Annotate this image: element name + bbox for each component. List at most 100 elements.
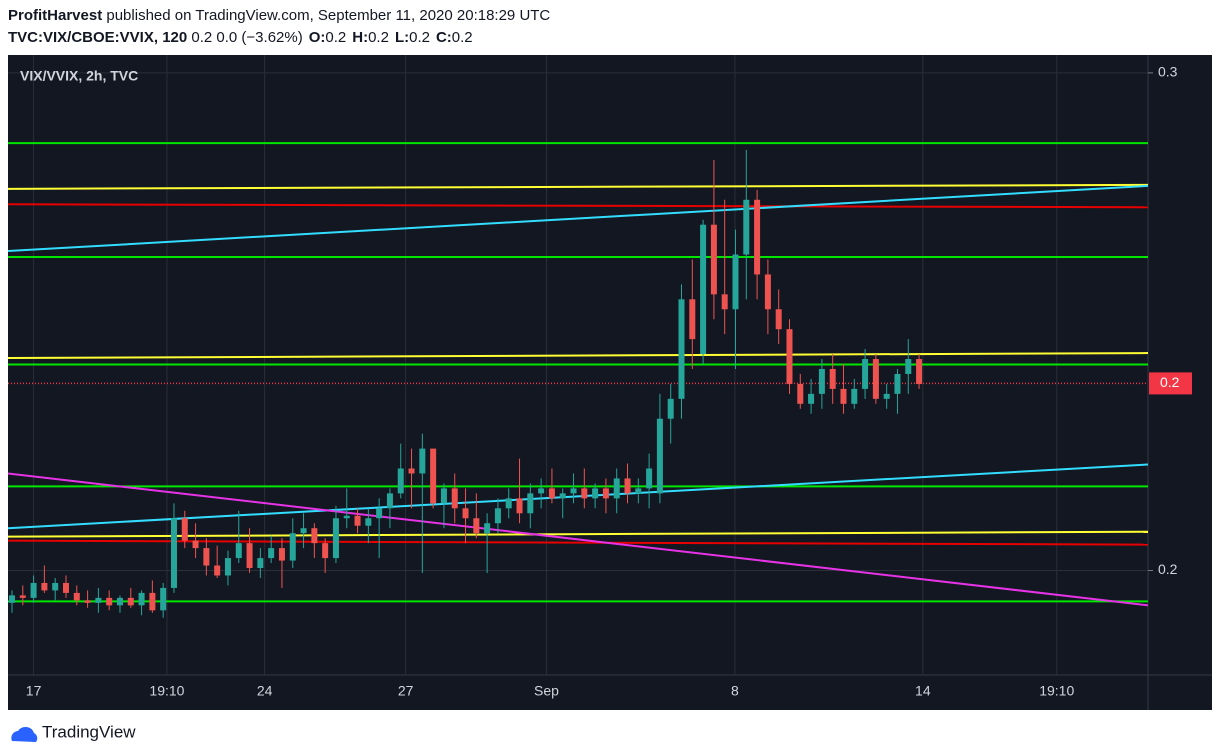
candle-body xyxy=(764,274,771,310)
candle-body xyxy=(473,518,480,534)
chart-panel xyxy=(8,55,1212,710)
candle-body xyxy=(592,488,599,499)
y-tick-label: 0.2 xyxy=(1158,561,1178,577)
candle-body xyxy=(678,299,685,399)
ohlc-key: C: xyxy=(436,29,452,46)
candles xyxy=(8,150,923,618)
last-price-label: 0.2 xyxy=(1160,374,1180,390)
candle-body xyxy=(700,224,707,355)
candle-body xyxy=(235,543,242,559)
candle-body xyxy=(527,493,534,514)
x-tick-label: 19:10 xyxy=(1039,683,1074,699)
candle-body xyxy=(538,488,545,494)
last-price-box xyxy=(1149,372,1192,395)
candle-body xyxy=(710,224,717,295)
candle-body xyxy=(559,493,566,499)
candle-body xyxy=(797,383,804,404)
ohlc-value: 0.2 xyxy=(325,29,346,46)
candle-body xyxy=(613,478,620,499)
candle-body xyxy=(732,254,739,310)
candle-body xyxy=(581,488,588,499)
candle-body xyxy=(181,518,188,541)
candle-body xyxy=(775,309,782,330)
candle-body xyxy=(192,540,199,549)
x-tick-label: 8 xyxy=(731,683,739,699)
candle-body xyxy=(548,488,555,499)
candle-body xyxy=(170,518,177,588)
change: 0.2 0.0 (−3.62%) xyxy=(191,29,302,46)
candle-body xyxy=(808,393,815,404)
candle-body xyxy=(840,388,847,404)
header-line-1: ProfitHarvest published on TradingView.c… xyxy=(8,7,550,24)
x-tick-label: 19:10 xyxy=(149,683,184,699)
candle-body xyxy=(62,582,69,593)
trend-line xyxy=(8,183,1148,190)
candle-body xyxy=(408,468,415,474)
logo-icon xyxy=(11,726,38,742)
brand-logo: TradingView xyxy=(11,722,136,742)
candle-body xyxy=(829,368,836,389)
candle-body xyxy=(905,359,912,374)
header-line-2: TVC:VIX/CBOE:VVIX, 120 0.2 0.0 (−3.62%) O… xyxy=(8,29,473,46)
published: published on TradingView.com, September … xyxy=(106,7,550,24)
candle-body xyxy=(667,398,674,419)
candle-body xyxy=(883,393,890,399)
axes: 0.2 0.3 17 19:10 24 27 Sep 8 14 19:10 0.2 xyxy=(26,64,1192,699)
candle-body xyxy=(322,543,329,559)
candle-body xyxy=(397,468,404,494)
candle-body xyxy=(376,508,383,519)
ohlc-value: 0.2 xyxy=(409,29,430,46)
candle-body xyxy=(224,558,231,576)
trend-line xyxy=(8,352,1148,360)
author: ProfitHarvest xyxy=(8,7,102,24)
candle-body xyxy=(754,199,761,275)
trend-line xyxy=(8,472,1148,607)
brand-name: TradingView xyxy=(42,722,136,741)
candle-body xyxy=(505,498,512,509)
candle-body xyxy=(127,597,134,606)
x-tick-label: 24 xyxy=(257,683,273,699)
candle-body xyxy=(386,493,393,509)
candle-body xyxy=(289,533,296,561)
candle-body xyxy=(656,418,663,494)
ohlc-value: 0.2 xyxy=(368,29,389,46)
trend-line xyxy=(8,463,1148,530)
candle-body xyxy=(8,595,15,603)
candle-body xyxy=(116,597,123,606)
candle-body xyxy=(257,558,264,569)
candle-body xyxy=(354,515,361,526)
candle-body xyxy=(635,488,642,494)
candle-body xyxy=(106,597,113,606)
candle-body xyxy=(851,388,858,404)
candle-body xyxy=(343,515,350,519)
symbol: TVC:VIX/CBOE:VVIX, 120 xyxy=(8,29,187,46)
ohlc-key: H: xyxy=(352,29,368,46)
candle-body xyxy=(19,595,26,598)
candle-body xyxy=(419,448,426,474)
candle-body xyxy=(516,498,523,514)
candle-body xyxy=(894,373,901,394)
candle-body xyxy=(203,548,210,566)
candle-body xyxy=(95,597,102,603)
candle-body xyxy=(365,518,372,526)
candle-body xyxy=(311,528,318,544)
trend-line xyxy=(8,184,1148,253)
candle-body xyxy=(689,299,696,340)
trend-line xyxy=(8,203,1148,209)
candle-body xyxy=(484,523,491,534)
ohlc-key: L: xyxy=(395,29,409,46)
candle-body xyxy=(602,488,609,499)
candle-body xyxy=(214,565,221,576)
chart-title: VIX/VVIX, 2h, TVC xyxy=(20,68,138,84)
ohlc-key: O: xyxy=(309,29,326,46)
candle-body xyxy=(52,582,59,591)
drawings xyxy=(8,142,1148,607)
x-tick-label: 17 xyxy=(26,683,42,699)
candle-body xyxy=(916,359,923,384)
candle-body xyxy=(494,508,501,524)
candle-body xyxy=(278,548,285,561)
candle-body xyxy=(332,518,339,559)
candle-body xyxy=(138,592,145,606)
